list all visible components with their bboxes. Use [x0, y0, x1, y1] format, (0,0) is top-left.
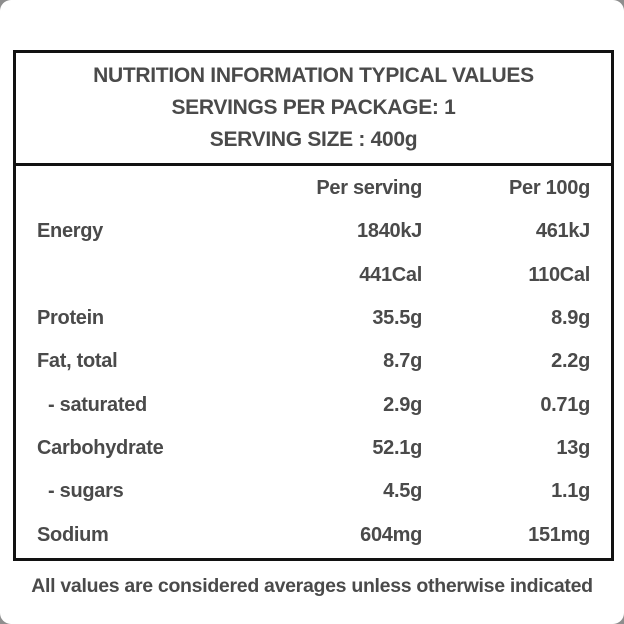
nutrient-name: Energy [37, 220, 104, 243]
per-100g-column-header: Per 100g [509, 177, 590, 200]
nutrient-name: Sodium [37, 523, 109, 546]
per-serving-column-header: Per serving [316, 177, 422, 200]
serving-size: SERVING SIZE : 400g [209, 128, 418, 151]
per-serving-value: 52.1g [372, 437, 422, 460]
per-100g-value: 13g [556, 437, 590, 460]
nutrition-panel: NUTRITION INFORMATION TYPICAL VALUES SER… [13, 50, 614, 561]
per-100g-value: 2.2g [551, 350, 590, 373]
per-serving-value: 2.9g [383, 393, 422, 416]
nutrient-name: Protein [37, 307, 104, 330]
per-serving-value: 604mg [360, 523, 422, 546]
per-100g-value: 151mg [528, 523, 590, 546]
panel-title: NUTRITION INFORMATION TYPICAL VALUES [93, 64, 534, 87]
nutrient-name: - saturated [48, 393, 147, 416]
nutrient-name: - sugars [48, 480, 124, 503]
table-row: Carbohydrate 52.1g 13g [16, 427, 611, 470]
per-serving-value: 4.5g [383, 480, 422, 503]
table-row: - saturated 2.9g 0.71g [16, 384, 611, 427]
servings-per-package: SERVINGS PER PACKAGE: 1 [171, 96, 456, 119]
per-100g-value: 1.1g [551, 480, 590, 503]
per-serving-value: 1840kJ [357, 220, 422, 243]
table-row: Sodium 604mg 151mg [16, 514, 611, 557]
table-row: Energy 1840kJ 461kJ [16, 210, 611, 253]
table-row: - sugars 4.5g 1.1g [16, 470, 611, 513]
per-100g-value: 0.71g [540, 393, 590, 416]
nutrient-name: Fat, total [37, 350, 118, 373]
per-100g-value: 8.9g [551, 307, 590, 330]
footnote: All values are considered averages unles… [31, 575, 593, 597]
nutrient-name: Carbohydrate [37, 437, 164, 460]
column-header-row: Per serving Per 100g [16, 167, 611, 210]
table-body: Per serving Per 100g Energy 1840kJ 461kJ… [16, 166, 611, 558]
table-row: Fat, total 8.7g 2.2g [16, 340, 611, 383]
per-serving-value: 35.5g [372, 307, 422, 330]
per-100g-value: 110Cal [528, 263, 590, 286]
per-serving-value: 441Cal [359, 263, 422, 286]
per-serving-value: 8.7g [383, 350, 422, 373]
panel-header: NUTRITION INFORMATION TYPICAL VALUES SER… [16, 53, 611, 166]
table-row: 441Cal 110Cal [16, 254, 611, 297]
per-100g-value: 461kJ [535, 220, 590, 243]
table-row: Protein 35.5g 8.9g [16, 297, 611, 340]
